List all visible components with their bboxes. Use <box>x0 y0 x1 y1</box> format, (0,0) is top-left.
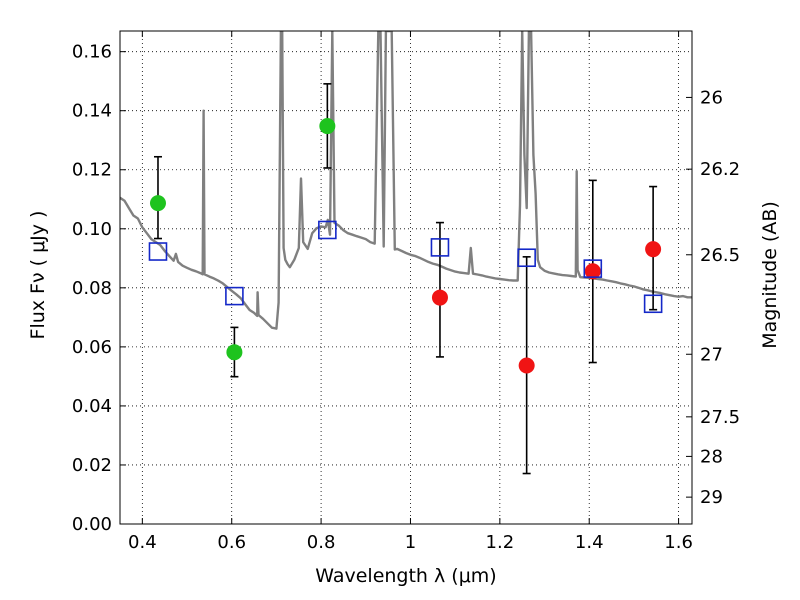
magnitude-tick-label: 26.5 <box>700 245 740 266</box>
model-photometry-square <box>517 248 536 268</box>
x-tick-label: 1.4 <box>575 532 604 553</box>
y-tick-label: 0.08 <box>72 278 112 299</box>
green-data-point <box>226 344 243 361</box>
x-tick-label: 0.6 <box>217 532 246 553</box>
x-tick-label: 0.4 <box>128 532 157 553</box>
magnitude-tick-label: 26 <box>700 87 723 108</box>
y-tick-label: 0.00 <box>72 514 112 535</box>
red-data-point <box>645 241 662 258</box>
y-tick-label: 0.16 <box>72 42 112 63</box>
x-tick-label: 1.2 <box>486 532 515 553</box>
markers-layer <box>148 118 663 374</box>
magnitude-tick-label: 26.2 <box>700 159 740 180</box>
y-tick-label: 0.12 <box>72 160 112 181</box>
green-data-point <box>149 195 166 212</box>
model-photometry-square <box>643 294 663 314</box>
model-photometry-square <box>148 242 168 261</box>
y-tick-labels: 0.00 0.02 0.04 0.06 0.08 0.10 0.12 0.14 0.16 <box>72 42 112 535</box>
red-data-point <box>584 263 601 280</box>
model-photometry-square <box>430 238 450 257</box>
y-tick-label: 0.14 <box>72 101 112 122</box>
magnitude-tick-label: 27.5 <box>700 407 740 428</box>
x-tick-label: 0.8 <box>307 532 336 553</box>
y-tick-label: 0.06 <box>72 337 112 358</box>
error-bars-layer <box>153 83 658 475</box>
model-spectrum-layer <box>120 31 692 330</box>
magnitude-tick-label: 28 <box>700 446 723 467</box>
x-tick-label: 1 <box>405 532 416 553</box>
x-tick-label: 1.6 <box>664 532 693 553</box>
y-tick-label: 0.10 <box>72 219 112 240</box>
x-tick-labels: 0.4 0.6 0.8 1 1.2 1.4 1.6 <box>128 532 693 553</box>
grid-lines <box>120 31 692 525</box>
model-photometry-square <box>225 286 244 306</box>
magnitude-tick-labels: 26 26.2 26.5 27 27.5 28 29 <box>700 87 740 508</box>
y-tick-label: 0.02 <box>72 455 112 476</box>
green-data-point <box>319 118 336 135</box>
model-spectrum-line <box>120 31 692 330</box>
magnitude-tick-label: 27 <box>700 344 723 365</box>
x-axis-label: Wavelength λ (μm) <box>315 565 496 587</box>
y-tick-label: 0.04 <box>72 396 112 417</box>
magnitude-axis-label: Magnitude (AB) <box>759 201 781 349</box>
axis-ticks <box>120 31 692 525</box>
red-data-point <box>431 289 448 306</box>
plot-area-frame <box>119 30 693 525</box>
y-axis-label: Flux Fν ( μJy ) <box>27 211 49 340</box>
red-data-point <box>518 357 535 374</box>
model-photometry-square <box>318 220 337 240</box>
magnitude-tick-label: 29 <box>700 487 723 508</box>
model-photometry-square <box>583 259 603 278</box>
